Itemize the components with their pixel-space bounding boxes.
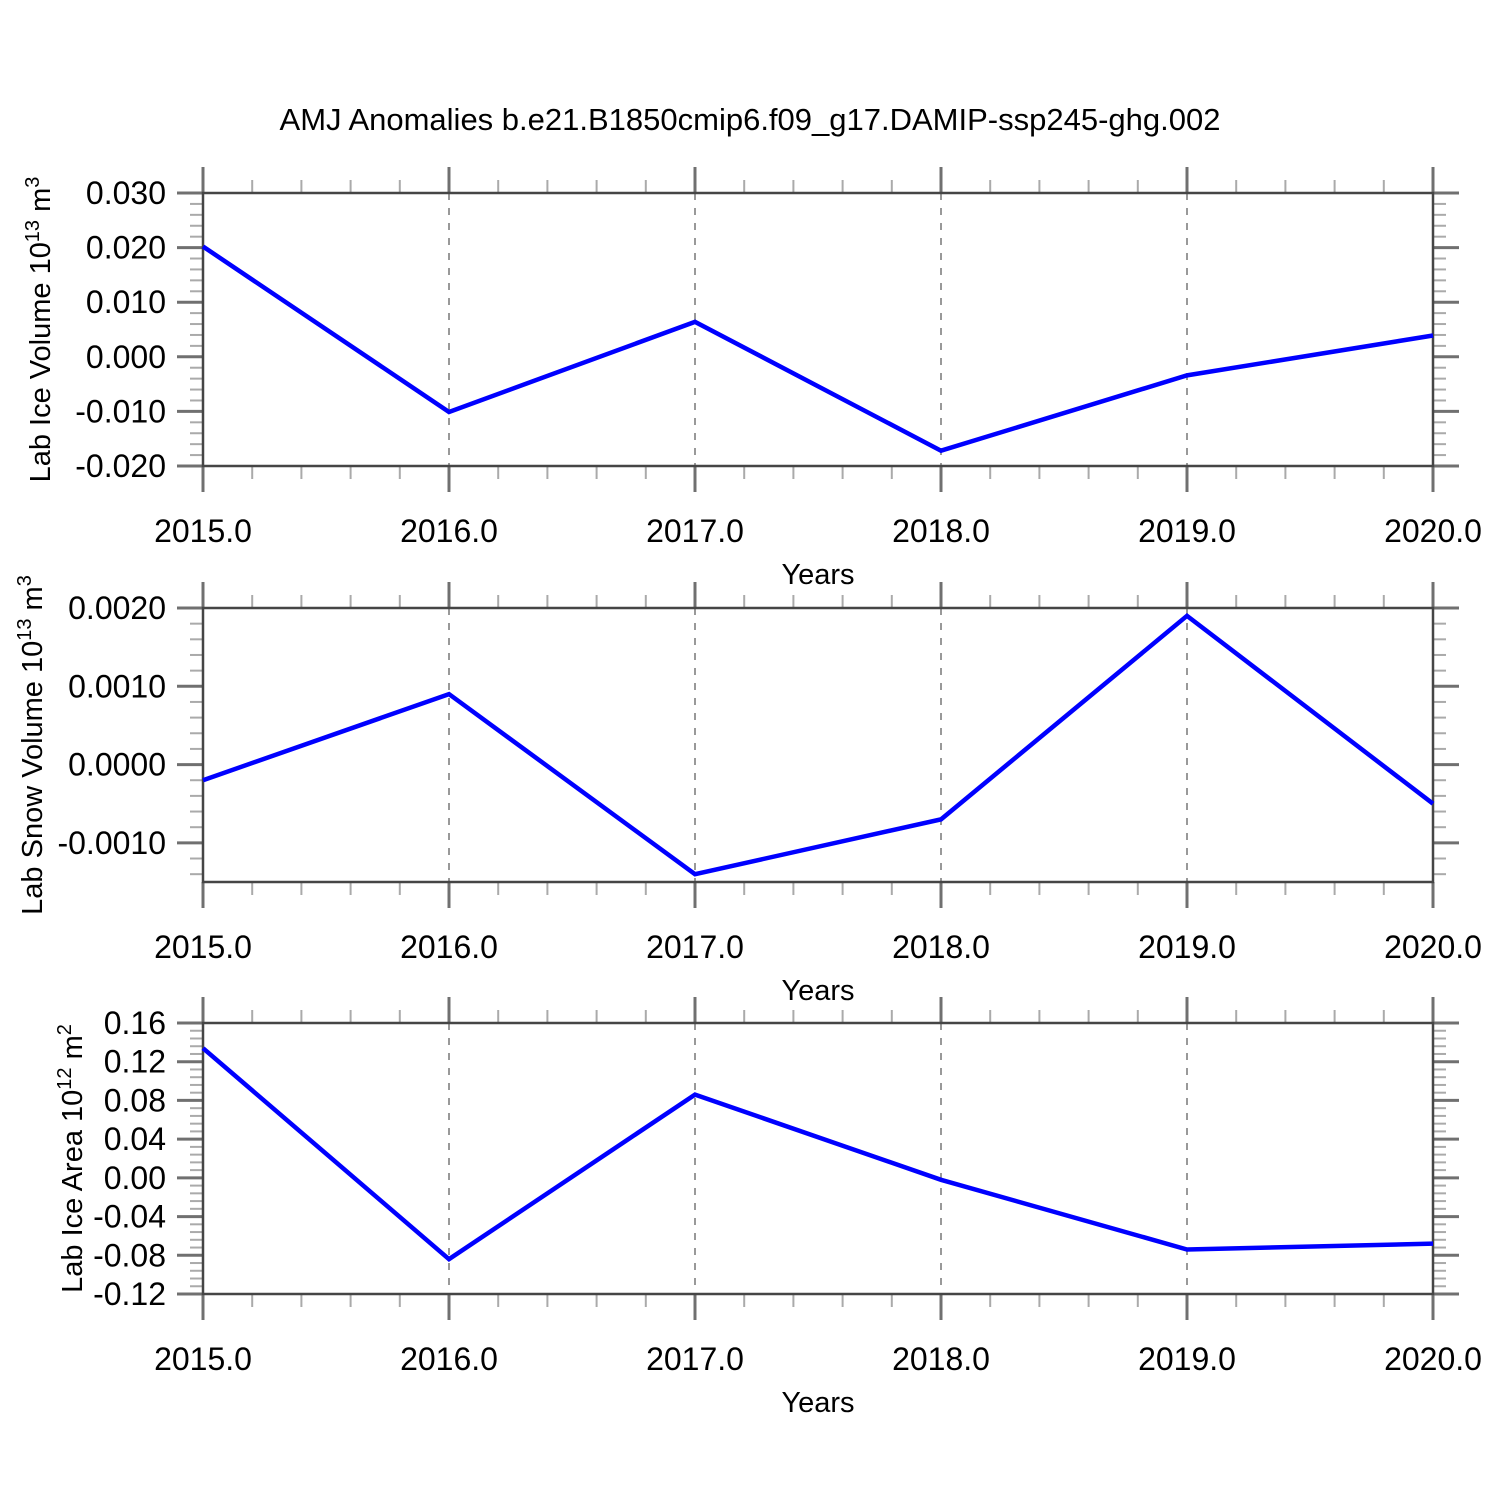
- chart-lab-snow-volume: 0.0020 0.0010 0.0000 -0.0010 2015.0 2016.0 201…: [14, 575, 1482, 1007]
- y-tick-label: -0.04: [93, 1199, 166, 1235]
- data-line: [201, 244, 1434, 454]
- x-tick-label: 2018.0: [892, 513, 990, 549]
- y-tick-label: -0.0010: [57, 825, 166, 861]
- y-tick-label: -0.010: [75, 393, 166, 429]
- x-tick-label: 2016.0: [400, 1341, 498, 1377]
- x-axis-title: Years: [781, 1387, 854, 1419]
- chart-lab-ice-volume: 0.030 0.020 0.010 0.000 -0.010 -0.020 2015.0 20…: [22, 167, 1482, 591]
- x-tick-label: 2019.0: [1138, 513, 1236, 549]
- data-line: [202, 612, 1435, 877]
- x-axis-title: Years: [781, 559, 854, 591]
- y-tick-label: -0.12: [93, 1276, 166, 1312]
- y-tick-label: 0.12: [104, 1044, 166, 1080]
- x-tick-label: 2016.0: [400, 513, 498, 549]
- x-tick-label: 2017.0: [646, 1341, 744, 1377]
- figure-title: AMJ Anomalies b.e21.B1850cmip6.f09_g17.D…: [279, 102, 1221, 137]
- x-tick-label: 2019.0: [1138, 929, 1236, 965]
- plot-frame: [201, 606, 1435, 884]
- x-axis-title: Years: [781, 975, 854, 1007]
- y-tick-label: -0.08: [93, 1237, 166, 1273]
- y-axis-title: Lab Snow Volume 1013 m3: [14, 575, 49, 915]
- x-tick-label: 2018.0: [892, 1341, 990, 1377]
- y-axis-title: Lab Ice Area 1012 m2: [54, 1024, 89, 1293]
- y-tick-label: 0.0000: [68, 747, 166, 783]
- y-tick-label: 0.010: [86, 284, 166, 320]
- data-line: [201, 1046, 1434, 1262]
- y-tick-label: 0.0020: [68, 590, 166, 626]
- x-tick-label: 2017.0: [646, 929, 744, 965]
- x-tick-label: 2016.0: [400, 929, 498, 965]
- plot-frame: [201, 1021, 1435, 1296]
- x-tick-label: 2019.0: [1138, 1341, 1236, 1377]
- x-tick-label: 2015.0: [154, 513, 252, 549]
- y-tick-label: 0.08: [104, 1082, 166, 1118]
- plot-frame: [201, 191, 1435, 468]
- x-tick-label: 2018.0: [892, 929, 990, 965]
- chart-lab-ice-area: 0.160.120.080.040.00-0.04-0.08-0.12 2015.…: [54, 997, 1482, 1419]
- y-tick-label: -0.020: [75, 448, 166, 484]
- x-tick-label: 2020.0: [1384, 1341, 1482, 1377]
- x-tick-label: 2020.0: [1384, 513, 1482, 549]
- y-axis-title: Lab Ice Volume 1013 m3: [22, 177, 57, 483]
- y-tick-label: 0.0010: [68, 668, 166, 704]
- y-tick-label: 0.16: [104, 1005, 166, 1041]
- y-tick-label: 0.020: [86, 230, 166, 266]
- x-tick-label: 2015.0: [154, 1341, 252, 1377]
- x-tick-label: 2020.0: [1384, 929, 1482, 965]
- x-tick-label: 2017.0: [646, 513, 744, 549]
- y-tick-label: 0.030: [86, 175, 166, 211]
- y-tick-label: 0.04: [104, 1121, 166, 1157]
- y-tick-label: 0.000: [86, 339, 166, 375]
- y-tick-label: 0.00: [104, 1160, 166, 1196]
- x-tick-label: 2015.0: [154, 929, 252, 965]
